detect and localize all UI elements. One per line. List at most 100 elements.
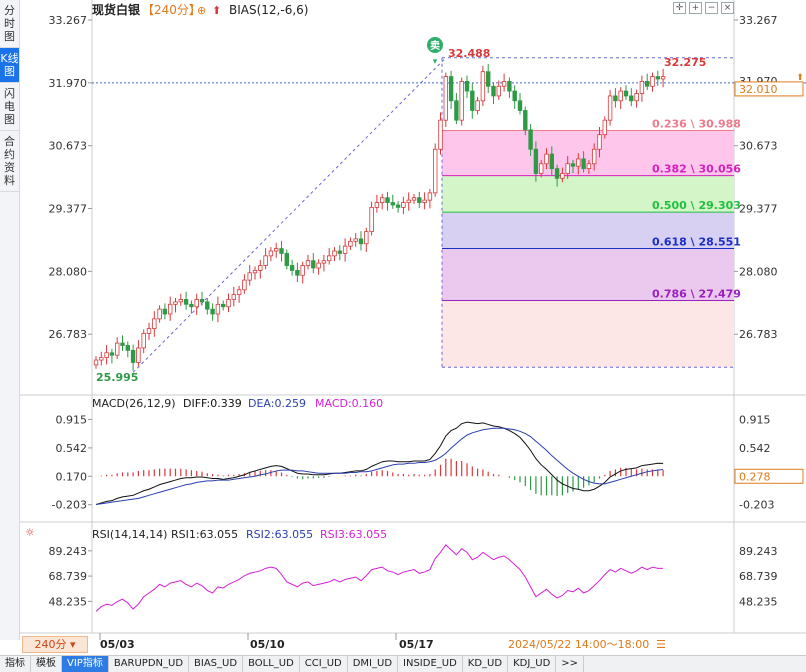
- candle-body: [305, 260, 311, 266]
- macd-label: MACD(26,12,9): [92, 397, 176, 410]
- candle-body: [220, 303, 226, 308]
- tab-cci-ud[interactable]: CCI_UD: [300, 656, 348, 672]
- candle-body: [512, 90, 517, 102]
- current-price-box: [734, 81, 804, 97]
- tab-kd-ud[interactable]: KD_UD: [463, 656, 509, 672]
- candle-body: [576, 158, 581, 167]
- candle-body: [273, 248, 279, 252]
- fib-zone: [442, 175, 734, 213]
- candle-body: [183, 299, 189, 305]
- macd-tick-label-right: 0.542: [739, 442, 771, 455]
- tab-kline[interactable]: K线图: [0, 48, 19, 83]
- price-tick-label-right: 29.377: [739, 203, 778, 216]
- tab-inside-ud[interactable]: INSIDE_UD: [398, 656, 463, 672]
- candle-body: [205, 301, 210, 310]
- candle-body: [417, 197, 422, 203]
- current-price-label: 32.010: [739, 83, 778, 96]
- candle-body: [470, 90, 475, 111]
- rsi-tick-label-right: 68.739: [739, 570, 778, 583]
- candle-body: [364, 231, 369, 245]
- candle-body: [337, 250, 342, 254]
- macd-tick-label-left: -0.203: [52, 499, 87, 512]
- macd-current-box: [734, 468, 804, 484]
- fib-level-label: 0.618 \ 28.551: [652, 236, 741, 249]
- candle-body: [321, 260, 327, 264]
- candle-body: [485, 71, 491, 87]
- zoom-in-icon[interactable]: +: [689, 2, 702, 14]
- price-tick-label-right: 28.080: [739, 265, 778, 278]
- candle-body: [629, 95, 634, 102]
- candle-body: [326, 255, 332, 262]
- tab-kdj-ud[interactable]: KDJ_UD: [508, 656, 557, 672]
- candle-body: [597, 134, 602, 150]
- candle-body: [284, 253, 289, 266]
- sell-arrow-icon: ▾: [433, 57, 438, 67]
- candle-body: [454, 100, 459, 121]
- candle-body: [141, 332, 146, 349]
- high-price-label: 32.488: [448, 47, 490, 60]
- candle-body: [411, 197, 417, 201]
- fib-level-label: 0.786 \ 27.479: [652, 287, 741, 300]
- candle-body: [650, 76, 655, 87]
- candle-body: [602, 119, 607, 136]
- rsi3-value: RSI3:63.055: [320, 528, 387, 541]
- close-icon[interactable]: ×: [721, 2, 734, 14]
- tab-indicators[interactable]: 指标: [0, 656, 31, 672]
- candle-body: [623, 90, 629, 97]
- price-tick-label-left: 30.673: [49, 140, 88, 153]
- low-price-label: 25.995: [96, 371, 138, 384]
- candle-body: [300, 265, 305, 276]
- fib-level-label: 0.500 \ 29.303: [652, 199, 741, 212]
- sell-signal-icon: [427, 37, 443, 53]
- macd-current-label: 0.278: [739, 470, 771, 483]
- date-label-0510: 05/10: [250, 638, 285, 651]
- candle-body: [289, 265, 295, 271]
- side-tab-bar: 分时图 K线图 闪电图 合约资料: [0, 0, 20, 640]
- indicator-tab-bar: 指标 模板 VIP指标 BARUPDN_UD BIAS_UD BOLL_UD C…: [0, 655, 806, 672]
- candle-body: [353, 238, 358, 242]
- candle-body: [104, 352, 109, 359]
- tab-bias-ud[interactable]: BIAS_UD: [189, 656, 244, 672]
- price-tick-label-left: 33.267: [49, 14, 88, 27]
- tab-contract-info[interactable]: 合约资料: [0, 131, 19, 192]
- main-indicator-label: BIAS(12,-6,6): [229, 3, 308, 17]
- diff-line: [95, 421, 664, 505]
- candle-body: [178, 299, 183, 303]
- macd-dea-value: DEA:0.259: [248, 397, 306, 410]
- menu-icon[interactable]: ☰: [656, 638, 666, 651]
- candle-body: [247, 272, 252, 281]
- candle-body: [210, 308, 215, 315]
- candle-body: [231, 294, 236, 300]
- settings-sun-icon[interactable]: ☼: [25, 526, 35, 539]
- candle-body: [109, 352, 115, 356]
- macd-tick-label-left: 0.542: [56, 442, 88, 455]
- zoom-out-icon[interactable]: −: [705, 2, 718, 14]
- candle-body: [369, 206, 374, 233]
- tab-timeshare[interactable]: 分时图: [0, 0, 19, 48]
- price-tick-label-right: 33.267: [739, 14, 778, 27]
- crosshair-icon[interactable]: ✛: [673, 2, 686, 14]
- period-selector-button[interactable]: 240分 ▾: [22, 636, 88, 653]
- candle-body: [517, 100, 523, 111]
- tab-dmi-ud[interactable]: DMI_UD: [348, 656, 399, 672]
- candle-body: [146, 328, 152, 334]
- candle-body: [655, 76, 660, 80]
- tab-vip-indicators[interactable]: VIP指标: [62, 656, 109, 672]
- rsi-tick-label-left: 68.739: [49, 570, 88, 583]
- macd-tick-label-right: 0.915: [739, 413, 771, 426]
- macd-tick-label-left: 0.170: [56, 470, 88, 483]
- candle-body: [279, 248, 284, 254]
- tab-more[interactable]: >>: [556, 656, 585, 672]
- fib-zone: [442, 248, 734, 301]
- candle-body: [491, 85, 496, 97]
- candle-body: [480, 71, 486, 102]
- candle-body: [120, 342, 125, 346]
- tab-boll-ud[interactable]: BOLL_UD: [243, 656, 300, 672]
- tab-templates[interactable]: 模板: [31, 656, 62, 672]
- add-indicator-icon[interactable]: ⊕: [197, 4, 206, 17]
- candle-body: [236, 289, 242, 296]
- tab-barupdn-ud[interactable]: BARUPDN_UD: [109, 656, 190, 672]
- tab-lightning[interactable]: 闪电图: [0, 83, 19, 131]
- candle-body: [152, 318, 157, 329]
